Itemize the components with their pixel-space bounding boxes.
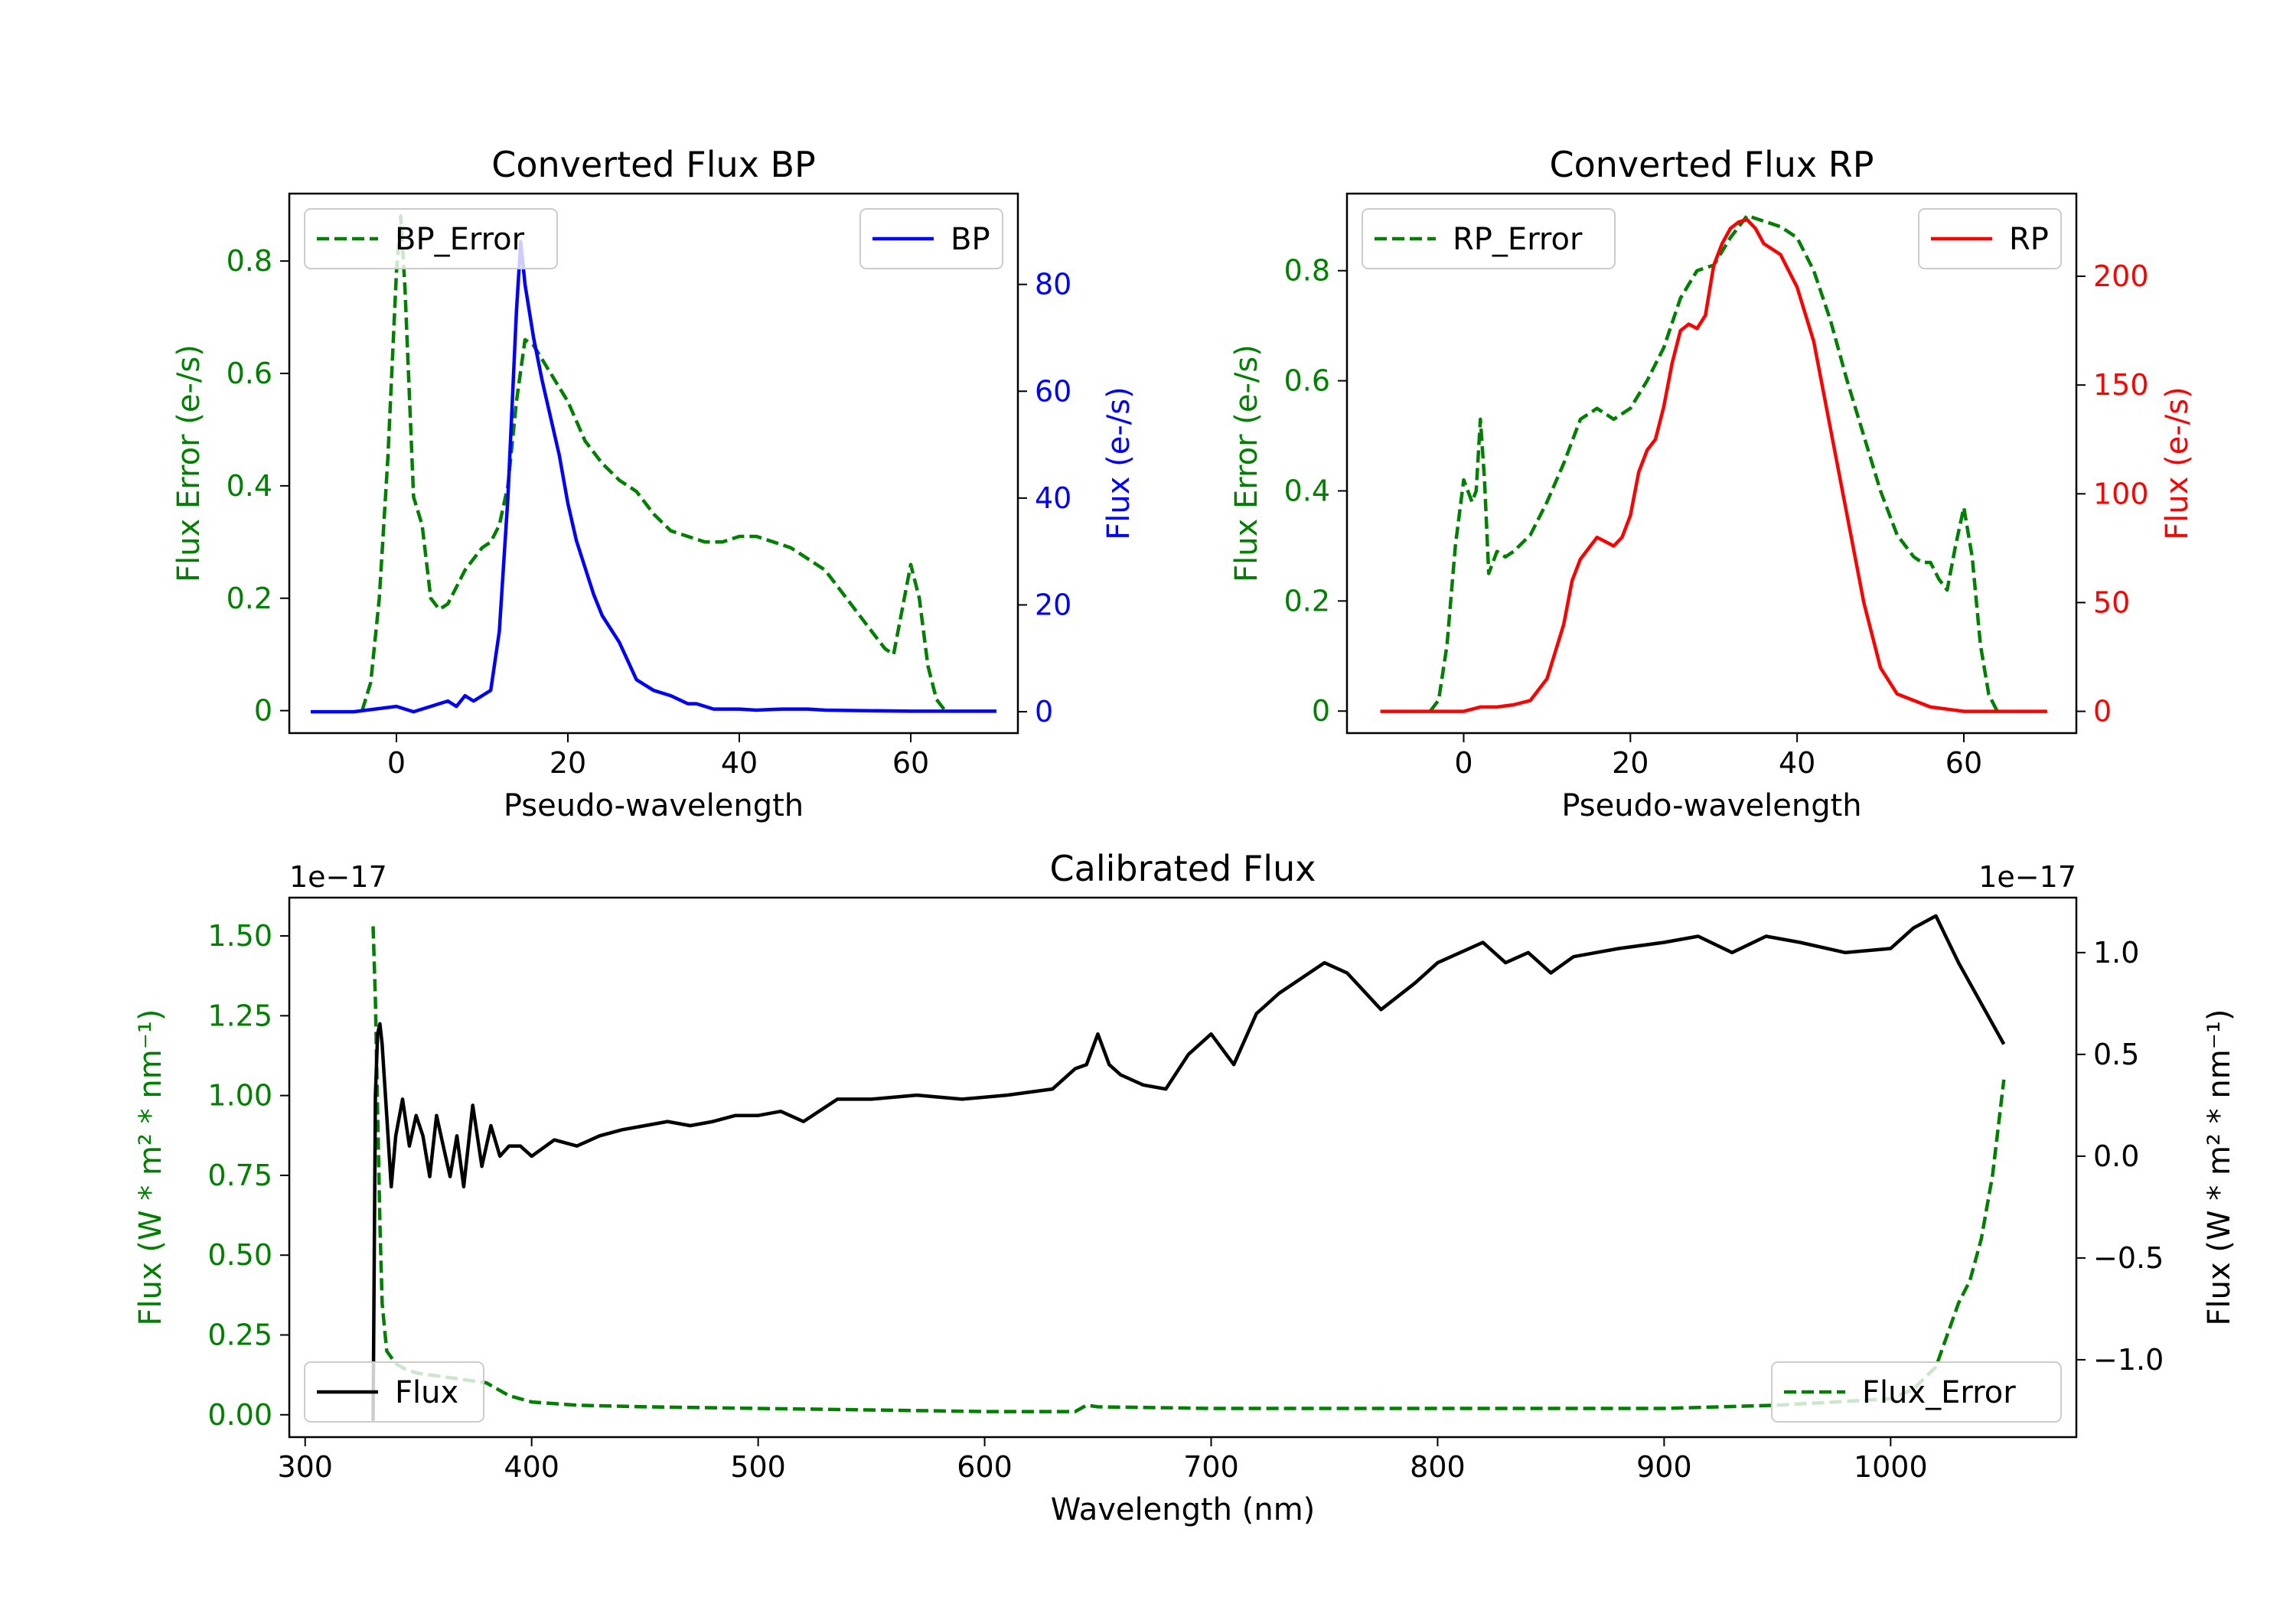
x-tick-label: 40 [721, 746, 758, 780]
legend-bp-error: BP_Error [304, 208, 558, 269]
legend-box [304, 1361, 484, 1423]
legend-rp: RP [1918, 208, 2062, 269]
x-tick-label: 600 [957, 1450, 1013, 1484]
y-left-tick-label: 0.6 [227, 357, 272, 390]
y-right-axis-label: Flux (e-/s) [2160, 386, 2195, 539]
y-right-tick-label: 150 [2093, 368, 2149, 402]
panel-calibrated-flux: Calibrated Flux 300 400 500 600 700 800 900 1000… [133, 848, 2237, 1527]
y-left-tick-label: 0.50 [207, 1238, 272, 1272]
panel-converted-flux-bp: Converted Flux BP 0 20 40 60 Pseudo-wavelengt… [171, 144, 1137, 823]
legend-label: BP_Error [395, 222, 525, 257]
y-right-tick-label: 0 [2093, 695, 2112, 729]
x-tick-label: 20 [550, 746, 586, 780]
legend-label: Flux [395, 1375, 458, 1410]
y-left-tick-label: 1.00 [207, 1079, 272, 1113]
x-tick-label: 20 [1612, 746, 1649, 780]
y-right-tick-label: 40 [1035, 481, 1071, 515]
x-tick-label: 60 [1945, 746, 1982, 780]
legend-flux: Flux [304, 1361, 484, 1423]
y-left-tick-label: 0.8 [227, 244, 272, 278]
series-line-rp-error [1429, 214, 1999, 712]
x-tick-label: 0 [1454, 746, 1473, 780]
legend-label: BP [951, 222, 990, 257]
x-tick-label: 0 [387, 746, 406, 780]
legend-flux-error: Flux_Error [1771, 1361, 2062, 1423]
y-right-tick-label: 20 [1035, 588, 1071, 621]
series-line-bp-error [360, 214, 947, 712]
series-line-flux [371, 914, 2006, 1421]
y-left-offset-label: 1e−17 [289, 860, 387, 894]
y-left-tick-label: 0.6 [1284, 364, 1330, 398]
y-left-tick-label: 1.50 [207, 919, 272, 953]
y-left-tick-label: 0.75 [207, 1159, 272, 1192]
legend-bp: BP [859, 208, 1003, 269]
chart-title: Converted Flux RP [1550, 144, 1874, 185]
y-left-axis-label: Flux (W * m² * nm⁻¹) [133, 1009, 168, 1326]
x-tick-label: 900 [1636, 1450, 1692, 1484]
legend-box [304, 208, 558, 269]
y-right-tick-label: 50 [2093, 585, 2130, 619]
y-left-tick-label: 0.4 [1284, 474, 1330, 507]
legend-rp-error: RP_Error [1362, 208, 1616, 269]
x-tick-label: 800 [1410, 1450, 1466, 1484]
x-tick-label: 1000 [1854, 1450, 1928, 1484]
y-right-axis-label: Flux (e-/s) [1101, 386, 1137, 539]
y-right-tick-label: 60 [1035, 374, 1071, 408]
axes-frame [1345, 192, 2078, 735]
y-right-tick-label: 80 [1035, 268, 1071, 302]
x-tick-label: 700 [1183, 1450, 1239, 1484]
chart-title: Calibrated Flux [1050, 848, 1316, 889]
y-right-offset-label: 1e−17 [1978, 860, 2076, 894]
legend-label: RP [2009, 222, 2049, 257]
x-tick-label: 500 [730, 1450, 786, 1484]
y-right-tick-label: 0 [1035, 695, 1053, 729]
x-axis-label: Pseudo-wavelength [504, 788, 804, 823]
y-left-tick-label: 0.2 [1284, 584, 1330, 618]
legend-box [1771, 1361, 2062, 1423]
series-line-bp [311, 240, 996, 714]
x-tick-label: 40 [1779, 746, 1815, 780]
axes-frame [288, 192, 1019, 735]
legend-label: Flux_Error [1862, 1375, 2016, 1410]
y-left-tick-label: 0.25 [207, 1319, 272, 1352]
y-left-axis-label: Flux Error (e-/s) [171, 344, 207, 582]
x-tick-label: 60 [892, 746, 929, 780]
x-tick-label: 400 [504, 1450, 559, 1484]
x-axis-label: Pseudo-wavelength [1561, 788, 1861, 823]
panel-converted-flux-rp: Converted Flux RP 0 20 40 60 Pseudo-wavelengt… [1229, 144, 2195, 823]
y-left-axis-label: Flux Error (e-/s) [1229, 344, 1264, 582]
y-right-tick-label: −0.5 [2093, 1241, 2164, 1275]
y-left-tick-label: 0.4 [227, 469, 272, 503]
x-tick-label: 300 [277, 1450, 333, 1484]
legend-label: RP_Error [1453, 222, 1583, 257]
x-axis-label: Wavelength (nm) [1051, 1492, 1316, 1527]
y-right-tick-label: 200 [2093, 259, 2149, 293]
legend-box [1362, 208, 1616, 269]
y-right-axis-label: Flux (W * m² * nm⁻¹) [2202, 1009, 2237, 1326]
y-left-tick-label: 0.2 [227, 582, 272, 615]
y-right-tick-label: 0.0 [2093, 1139, 2139, 1173]
y-right-tick-label: −1.0 [2093, 1343, 2164, 1377]
y-right-tick-label: 100 [2093, 477, 2149, 510]
y-left-tick-label: 0 [1312, 694, 1330, 728]
y-left-tick-label: 0.8 [1284, 254, 1330, 288]
series-line-rp [1380, 217, 2047, 713]
y-right-tick-label: 1.0 [2093, 936, 2139, 970]
axes-frame [288, 896, 2078, 1439]
chart-title: Converted Flux BP [491, 144, 816, 185]
y-left-tick-label: 1.25 [207, 999, 272, 1032]
y-left-tick-label: 0 [254, 694, 272, 728]
y-right-tick-label: 0.5 [2093, 1038, 2139, 1071]
y-left-tick-label: 0.00 [207, 1398, 272, 1432]
